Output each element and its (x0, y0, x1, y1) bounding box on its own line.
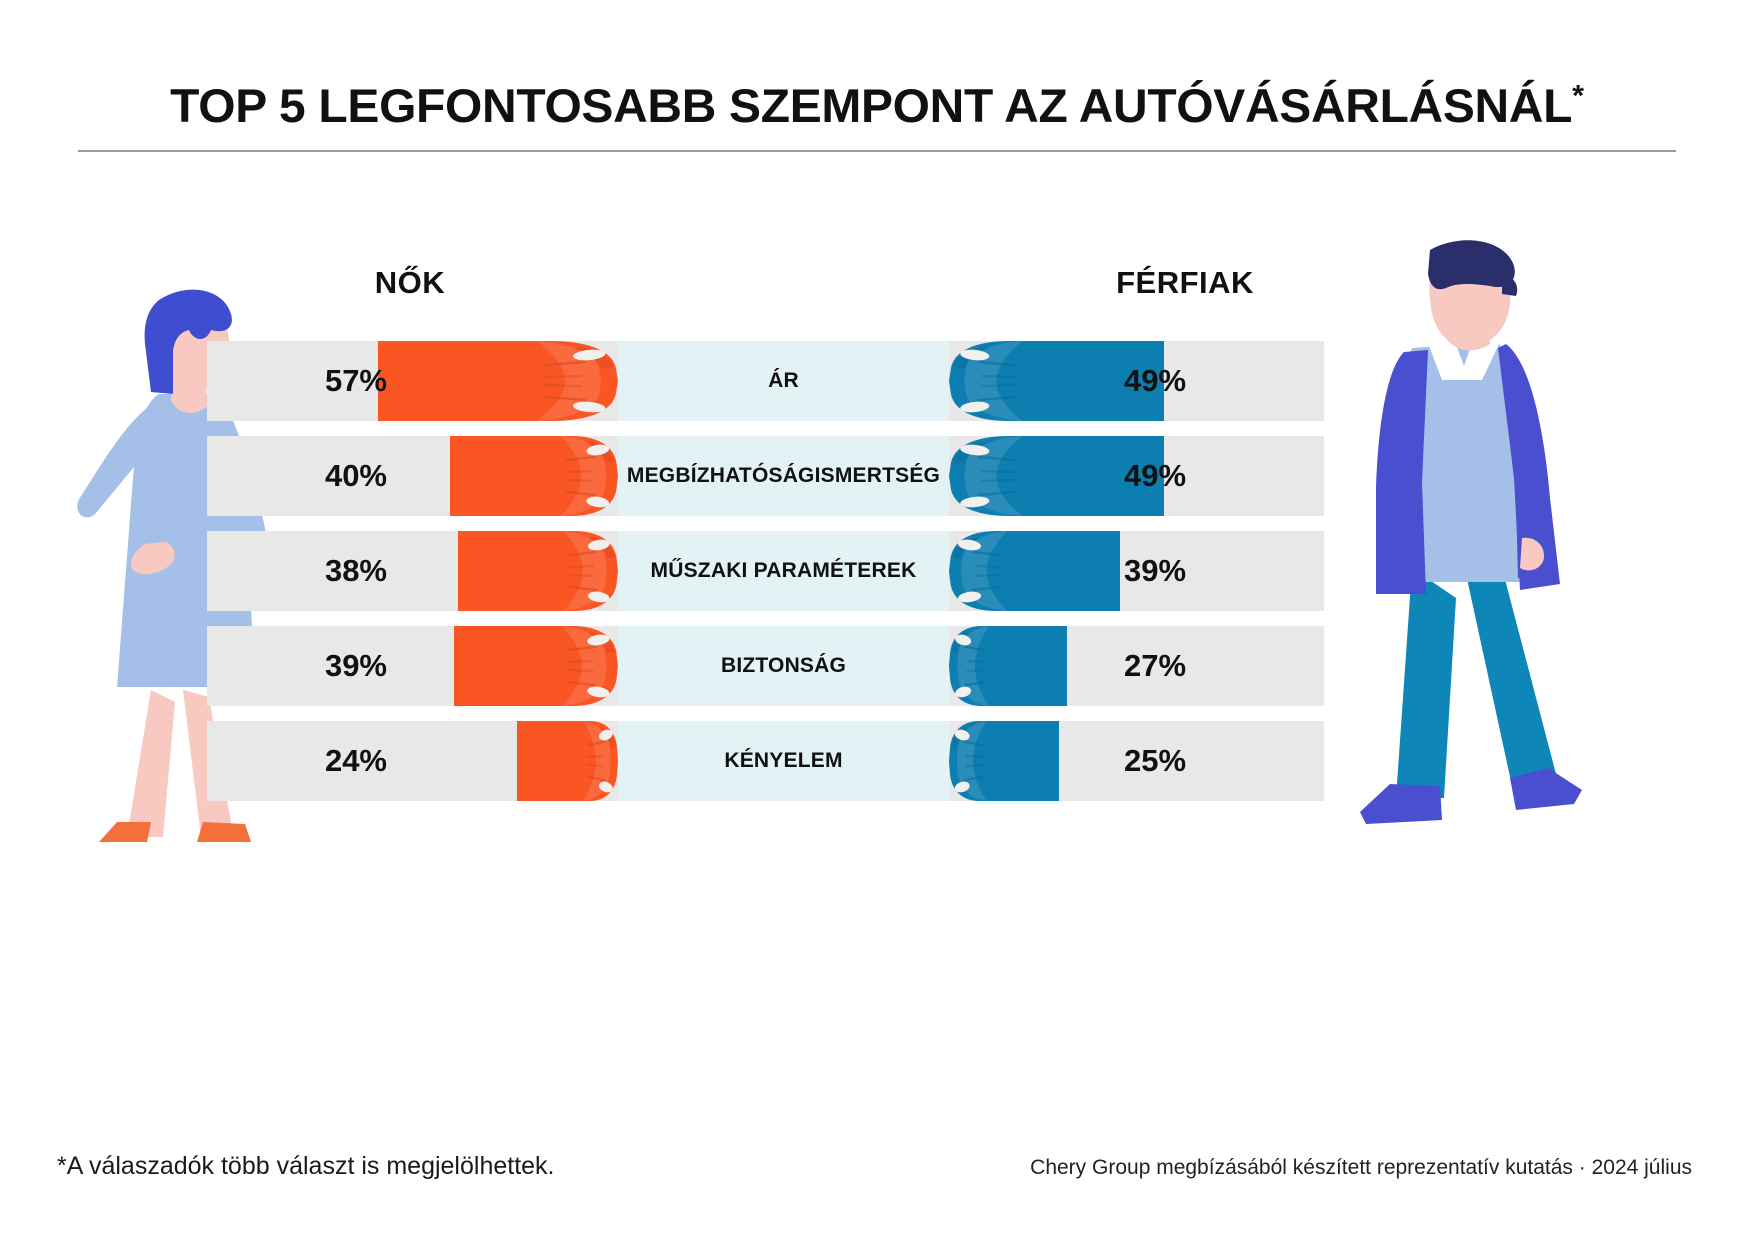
men-value-label: 39% (1124, 553, 1187, 588)
men-value-label: 49% (1124, 458, 1187, 493)
chart-row: 40% 49% MEGBÍZHATÓSÁG ISMERTSÉG (207, 436, 1324, 516)
page-title-text: TOP 5 LEGFONTOSABB SZEMPONT AZ AUTÓVÁSÁR… (170, 79, 1573, 132)
chart-row: 57% 49% ÁR (207, 341, 1324, 421)
women-bar-slot (207, 436, 618, 516)
man-illustration (1330, 238, 1590, 838)
men-bar-slot (949, 436, 1324, 516)
men-bar (949, 341, 1164, 421)
women-value-label: 40% (324, 458, 387, 493)
men-value-label: 49% (1124, 363, 1187, 398)
chart-row: 24% 25% KÉNYELEM (207, 721, 1324, 801)
men-bar-slot (949, 721, 1324, 801)
chart-rows: 57% 49% ÁR (207, 341, 1324, 816)
men-bar (949, 721, 1059, 801)
category-label: MEGBÍZHATÓSÁG ISMERTSÉG (626, 464, 941, 488)
men-bar-slot (949, 341, 1324, 421)
women-bar-slot (207, 531, 618, 611)
women-bar (378, 341, 618, 421)
women-bar-slot (207, 721, 618, 801)
men-value-label: 27% (1124, 648, 1187, 683)
title-divider (78, 150, 1676, 152)
page-title: TOP 5 LEGFONTOSABB SZEMPONT AZ AUTÓVÁSÁR… (0, 78, 1754, 133)
women-value-label: 24% (324, 743, 387, 778)
footnote-right: Chery Group megbízásából készített repre… (1030, 1156, 1692, 1179)
row-center-band (618, 341, 949, 421)
women-bar (450, 436, 618, 516)
women-value-label: 39% (324, 648, 387, 683)
chart-row: 39% 27% BIZTONSÁG (207, 626, 1324, 706)
category-label: MŰSZAKI PARAMÉTEREK (650, 559, 917, 583)
men-bar (949, 531, 1120, 611)
category-label: ÁR (768, 369, 799, 393)
men-bar-slot (949, 531, 1324, 611)
footnote-left: *A válaszadók több választ is megjelölhe… (57, 1152, 555, 1180)
title-asterisk: * (1572, 79, 1584, 113)
men-value-label: 25% (1124, 743, 1187, 778)
row-center-band (618, 626, 949, 706)
women-value-label: 57% (324, 363, 387, 398)
row-center-band (618, 531, 949, 611)
chart-row: 38% 39% MŰSZAKI PARAMÉTEREK (207, 531, 1324, 611)
men-bar-slot (949, 626, 1324, 706)
women-bar (454, 626, 618, 706)
category-label: BIZTONSÁG (720, 654, 847, 678)
row-center-band (618, 721, 949, 801)
men-bar (949, 626, 1067, 706)
women-bar (517, 721, 618, 801)
women-bar-slot (207, 626, 618, 706)
column-header-women: NŐK (374, 265, 446, 300)
category-label: KÉNYELEM (724, 749, 843, 773)
row-center-band (618, 436, 949, 516)
women-bar-slot (207, 341, 618, 421)
men-bar (949, 436, 1164, 516)
column-header-men: FÉRFIAK (1116, 265, 1254, 300)
women-bar (458, 531, 618, 611)
women-value-label: 38% (324, 553, 387, 588)
